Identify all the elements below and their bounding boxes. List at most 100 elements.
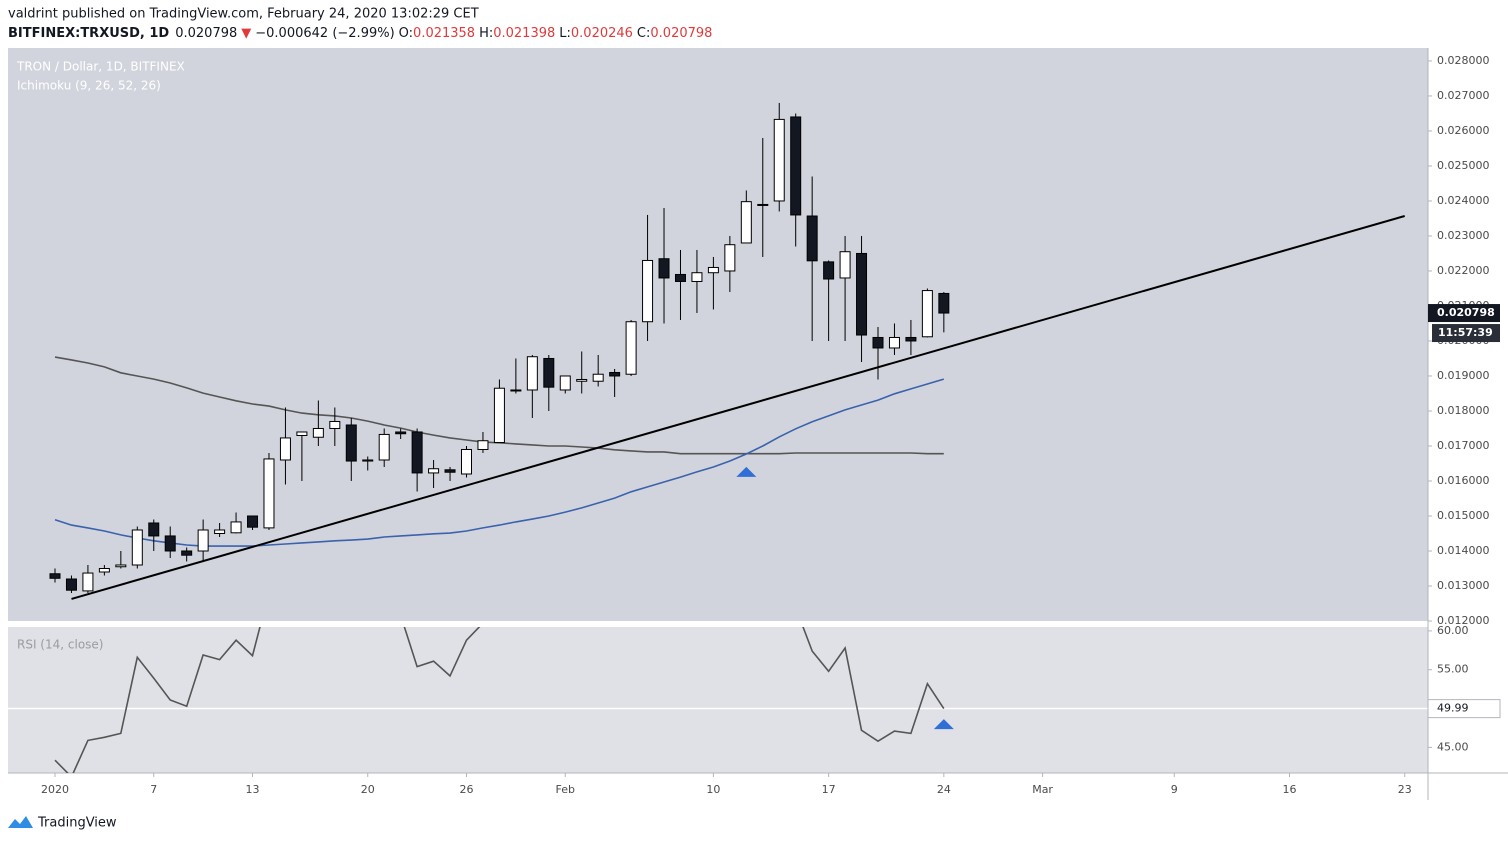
rsi-value-box [1427,699,1501,719]
candle-body [263,458,275,529]
rsi-line [54,627,945,773]
close-value: 0.020798 [650,26,712,41]
main-plot [49,102,1405,600]
y-tick-label: 0.013000 [1437,579,1490,592]
candle-body [559,375,571,391]
candle-body [362,459,374,462]
candle-body [214,529,226,534]
rsi-tick-label: 45.00 [1437,740,1469,753]
candle-body [625,321,637,375]
rsi-label: RSI (14, close) [17,638,103,652]
y-tick-label: 0.022000 [1437,264,1490,277]
y-tick-label: 0.017000 [1437,439,1490,452]
x-tick-label: 26 [460,783,474,796]
change-arrow: ▼ [241,26,251,41]
candle-body [296,431,308,436]
candle-body [411,431,423,474]
candle-body [395,431,407,435]
candle-body [197,529,209,552]
candle-body [888,336,900,349]
candle-body [823,261,835,280]
candle-body [378,433,390,461]
y-tick-label: 0.018000 [1437,404,1490,417]
candle-body [230,521,242,534]
candle-body [115,564,127,568]
footer-brand: TradingView [37,816,117,831]
last-price: 0.020798 [175,26,237,41]
chart-title: TRON / Dollar, 1D, BITFINEX [16,60,185,74]
candle-body [247,515,259,528]
candle-body [658,258,670,279]
candle-body [790,116,802,216]
x-tick-label: 2020 [41,783,69,796]
last-price-box [1428,304,1500,323]
candle-body [543,357,555,388]
candle-body [576,378,588,382]
y-tick-label: 0.015000 [1437,509,1490,522]
x-tick-label: 7 [150,783,157,796]
candle-body [642,259,654,323]
candle-body [493,387,505,443]
candle-body [592,373,604,382]
y-tick-label: 0.028000 [1437,54,1490,67]
candle-body [148,522,160,537]
ohlc-label: L: [559,26,571,41]
x-tick-label: 20 [361,783,375,796]
rsi-value-label: 49.99 [1437,702,1469,715]
candle-body [98,567,110,573]
candle-body [938,292,950,314]
candle-body [345,424,357,462]
rsi-tick-label: 55.00 [1437,663,1469,676]
y-tick-label: 0.025000 [1437,159,1490,172]
x-tick-label: 10 [706,783,720,796]
candle-body [921,290,933,338]
marker-arrow [933,719,954,730]
high-value: 0.021398 [493,26,555,41]
candle-body [329,420,341,429]
candle-body [691,272,703,282]
candle-body [872,336,884,349]
ohlc-label: O: [399,26,413,41]
rsi-tick-label: 60.00 [1437,624,1469,637]
candle-body [279,437,291,461]
candle-body [757,203,769,206]
candle-body [674,273,686,282]
ohlc-label: H: [479,26,493,41]
y-tick-label: 0.027000 [1437,89,1490,102]
y-tick-label: 0.024000 [1437,194,1490,207]
y-tick-label: 0.026000 [1437,124,1490,137]
logo-icon [8,816,33,828]
countdown-label: 11:57:39 [1438,326,1493,339]
low-value: 0.020246 [571,26,633,41]
candle-body [444,469,456,473]
candle-body [905,336,917,342]
countdown-box [1432,324,1500,343]
x-tick-label: 24 [937,783,951,796]
trendline [71,215,1405,600]
candle-body [82,572,94,592]
y-tick-label: 0.016000 [1437,474,1490,487]
candle-body [707,266,719,274]
x-tick-label: 17 [822,783,836,796]
rsi-plot [8,627,1428,773]
x-tick-label: 13 [246,783,260,796]
y-tick-label: 0.012000 [1437,614,1490,627]
candle-body [724,244,736,272]
candle-body [856,252,868,336]
candle-body [49,573,61,579]
x-tick-label: Mar [1032,783,1053,796]
y-tick-label: 0.019000 [1437,369,1490,382]
symbol: BITFINEX:TRXUSD, 1D [8,26,169,41]
candle-body [609,371,621,377]
x-tick-label: 16 [1283,783,1297,796]
candle-body [461,448,472,475]
candle-body [428,468,440,474]
x-tick-label: Feb [556,783,575,796]
change: −0.000642 (−2.99%) [255,26,394,41]
ohlc-label: C: [637,26,650,41]
candle-body [181,550,193,556]
x-tick-label: 9 [1171,783,1178,796]
candle-body [477,440,489,450]
main-pane [8,48,1428,621]
